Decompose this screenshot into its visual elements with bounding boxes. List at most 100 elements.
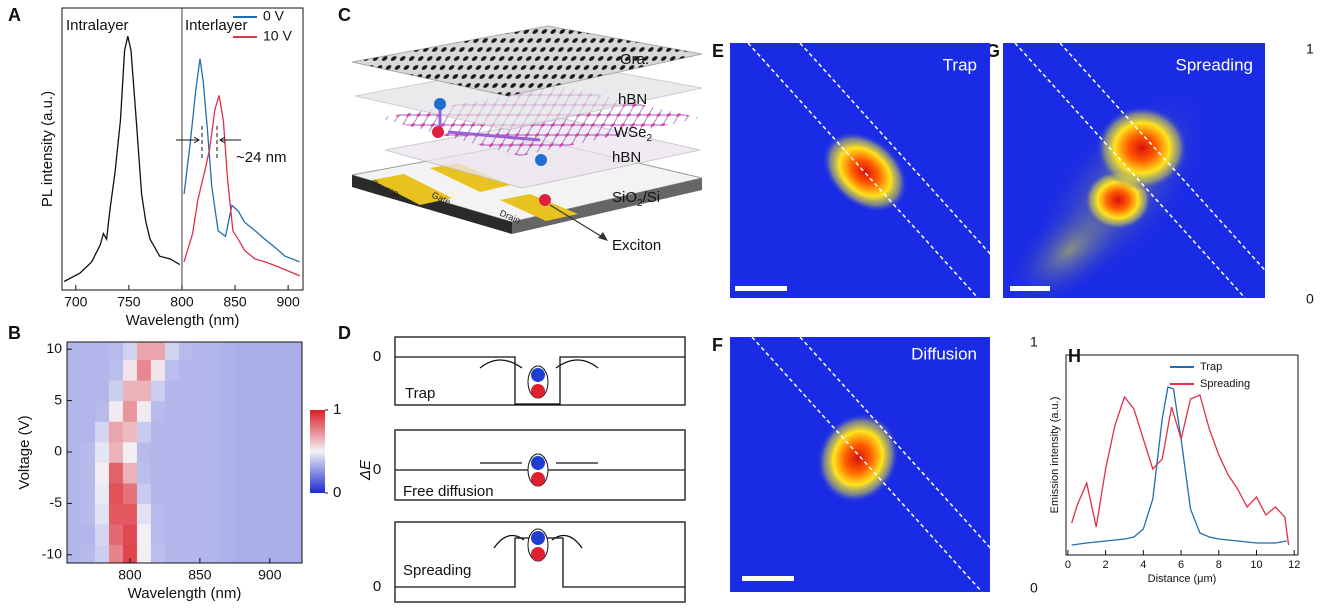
heatmap-cell [137, 380, 152, 401]
heatmap-cell [95, 462, 110, 483]
heatmap-cell [291, 503, 306, 524]
heatmap-cell [235, 401, 250, 422]
heatmap-cell [235, 421, 250, 442]
heatmap-cell [67, 462, 82, 483]
emission-map [730, 337, 1030, 592]
heatmap-cell [235, 359, 250, 380]
heatmap-cell [67, 401, 82, 422]
layer-label-rest: /Si [643, 189, 661, 206]
heatmap-cell [81, 401, 96, 422]
diagram-label: Spreading [403, 562, 471, 579]
heatmap-cell [277, 401, 292, 422]
heatmap-cell [151, 483, 166, 504]
zero-label: 0 [373, 348, 381, 365]
heatmap [67, 339, 305, 566]
heatmap-cell [95, 421, 110, 442]
heatmap-cell [277, 483, 292, 504]
heatmap-cell [179, 442, 194, 463]
heatmap-cell [249, 442, 264, 463]
series-line [1072, 395, 1289, 545]
heatmap-cell [67, 483, 82, 504]
heatmap-cell [277, 524, 292, 545]
heatmap-cell [151, 421, 166, 442]
heatmap-cell [179, 544, 194, 565]
y-axis-label: Voltage (V) [16, 415, 33, 489]
heatmap-cell [291, 483, 306, 504]
heatmap-cell [67, 524, 82, 545]
heatmap-cell [81, 524, 96, 545]
colorbar-tick-label: 1 [1030, 334, 1038, 350]
heatmap-cell [291, 359, 306, 380]
heatmap-cell [81, 503, 96, 524]
heatmap-cell [249, 462, 264, 483]
series-line [184, 95, 300, 276]
heatmap-cell [221, 380, 236, 401]
heatmap-cell [179, 401, 194, 422]
heatmap-cell [207, 524, 222, 545]
heatmap-cell [263, 483, 278, 504]
heatmap-cell [235, 380, 250, 401]
heatmap-cell [81, 421, 96, 442]
heatmap-cell [249, 401, 264, 422]
heatmap-cell [165, 503, 180, 524]
legend-label: Trap [1200, 361, 1222, 373]
panel-label: B [8, 323, 21, 343]
heatmap-cell [249, 544, 264, 565]
heatmap-cell [207, 442, 222, 463]
y-tick-label: -10 [42, 545, 62, 561]
panel-label: C [338, 5, 351, 25]
electron [535, 154, 547, 166]
layer-label-sub: 2 [647, 133, 653, 144]
colorbar [310, 410, 325, 493]
heatmap-cell [81, 462, 96, 483]
heatmap-cell [109, 544, 124, 565]
heatmap-cell [263, 401, 278, 422]
heatmap-cell [291, 401, 306, 422]
heatmap-cell [81, 380, 96, 401]
heatmap-cell [137, 401, 152, 422]
heatmap-cell [179, 503, 194, 524]
heatmap-cell [109, 483, 124, 504]
colorbar-tick-label: 0 [1030, 580, 1038, 596]
heatmap-cell [235, 524, 250, 545]
heatmap-cell [235, 483, 250, 504]
map-label: Diffusion [911, 344, 977, 363]
heatmap-cell [123, 421, 138, 442]
heatmap-cell [221, 544, 236, 565]
heatmap-cell [179, 462, 194, 483]
heatmap-cell [193, 380, 208, 401]
heatmap-cell [249, 483, 264, 504]
panel-label: D [338, 323, 351, 343]
heatmap-cell [123, 380, 138, 401]
panel-label: A [8, 5, 21, 25]
heatmap-cell [235, 503, 250, 524]
heatmap-cell [123, 442, 138, 463]
zero-label: 0 [373, 578, 381, 595]
heatmap-cell [221, 524, 236, 545]
heatmap-cell [67, 421, 82, 442]
scale-bar [735, 286, 787, 291]
layer-label-text: WSe [614, 124, 647, 141]
heatmap-cell [249, 503, 264, 524]
electron [434, 98, 446, 110]
y-tick-label: 10 [46, 340, 62, 356]
heatmap-cell [151, 380, 166, 401]
x-axis-label: Wavelength (nm) [128, 585, 242, 602]
heatmap-cell [81, 442, 96, 463]
heatmap-cell [109, 401, 124, 422]
heatmap-cell [165, 401, 180, 422]
heatmap-cell [277, 442, 292, 463]
colorbar-tick-label: 0 [1306, 291, 1314, 307]
colorbar-tick-label: 1 [333, 401, 341, 418]
heatmap-cell [123, 483, 138, 504]
figure: A B C D E F G H Gra. hBN WSe2 hBN SiO2/S… [0, 0, 1320, 612]
heatmap-cell [263, 421, 278, 442]
y-tick-label: 5 [54, 391, 62, 407]
heatmap-cell [263, 359, 278, 380]
heatmap-cell [249, 359, 264, 380]
layer-label: hBN [612, 149, 641, 166]
series-line [1072, 387, 1287, 545]
heatmap-cell [263, 442, 278, 463]
heatmap-cell [235, 442, 250, 463]
heatmap-cell [67, 359, 82, 380]
